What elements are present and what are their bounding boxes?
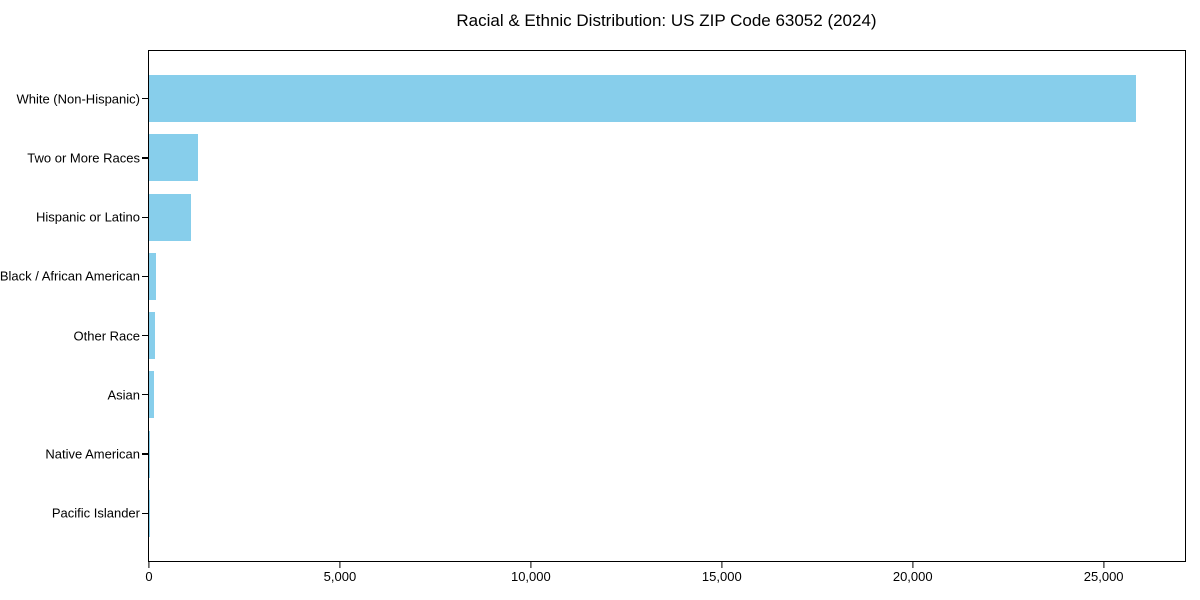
y-tick-label: Two or More Races — [27, 150, 140, 166]
x-tick — [721, 562, 723, 568]
x-tick-label: 25,000 — [1083, 569, 1124, 584]
y-tick-label: White (Non-Hispanic) — [16, 91, 140, 107]
bar-two-or-more-races — [149, 134, 199, 182]
y-tick — [141, 275, 148, 277]
x-tick — [530, 562, 532, 568]
y-tick-label: Other Race — [73, 328, 140, 344]
y-tick — [141, 453, 148, 455]
x-tick — [148, 562, 150, 568]
x-tick — [339, 562, 341, 568]
y-tick — [141, 98, 148, 100]
bar-asian — [149, 371, 154, 419]
bar-white-non-hispanic — [149, 75, 1136, 123]
y-tick — [141, 216, 148, 218]
x-tick-label: 0 — [145, 569, 153, 584]
y-tick — [141, 394, 148, 396]
bar-black-african-american — [149, 252, 157, 300]
x-tick — [912, 562, 914, 568]
y-tick-label: Native American — [45, 446, 140, 462]
x-tick — [1103, 562, 1105, 568]
plot-area: White (Non-Hispanic) Two or More Races His… — [0, 50, 1186, 584]
y-tick-label: Hispanic or Latino — [35, 209, 140, 225]
x-tick-label: 10,000 — [510, 569, 551, 584]
bar-other-race — [149, 312, 155, 360]
y-tick — [141, 157, 148, 159]
y-tick-label: Asian — [107, 387, 140, 403]
y-tick — [141, 335, 148, 337]
y-tick-label: Black / African American — [0, 268, 140, 284]
y-tick-label: Pacific Islander — [51, 505, 140, 521]
x-tick-label: 20,000 — [892, 569, 933, 584]
x-tick-label: 5,000 — [323, 569, 357, 584]
chart-title: Racial & Ethnic Distribution: US ZIP Cod… — [456, 11, 877, 30]
bar-hispanic-or-latino — [149, 193, 191, 241]
bar-native-american — [149, 430, 150, 478]
x-tick-label: 15,000 — [701, 569, 742, 584]
y-tick — [141, 512, 148, 514]
